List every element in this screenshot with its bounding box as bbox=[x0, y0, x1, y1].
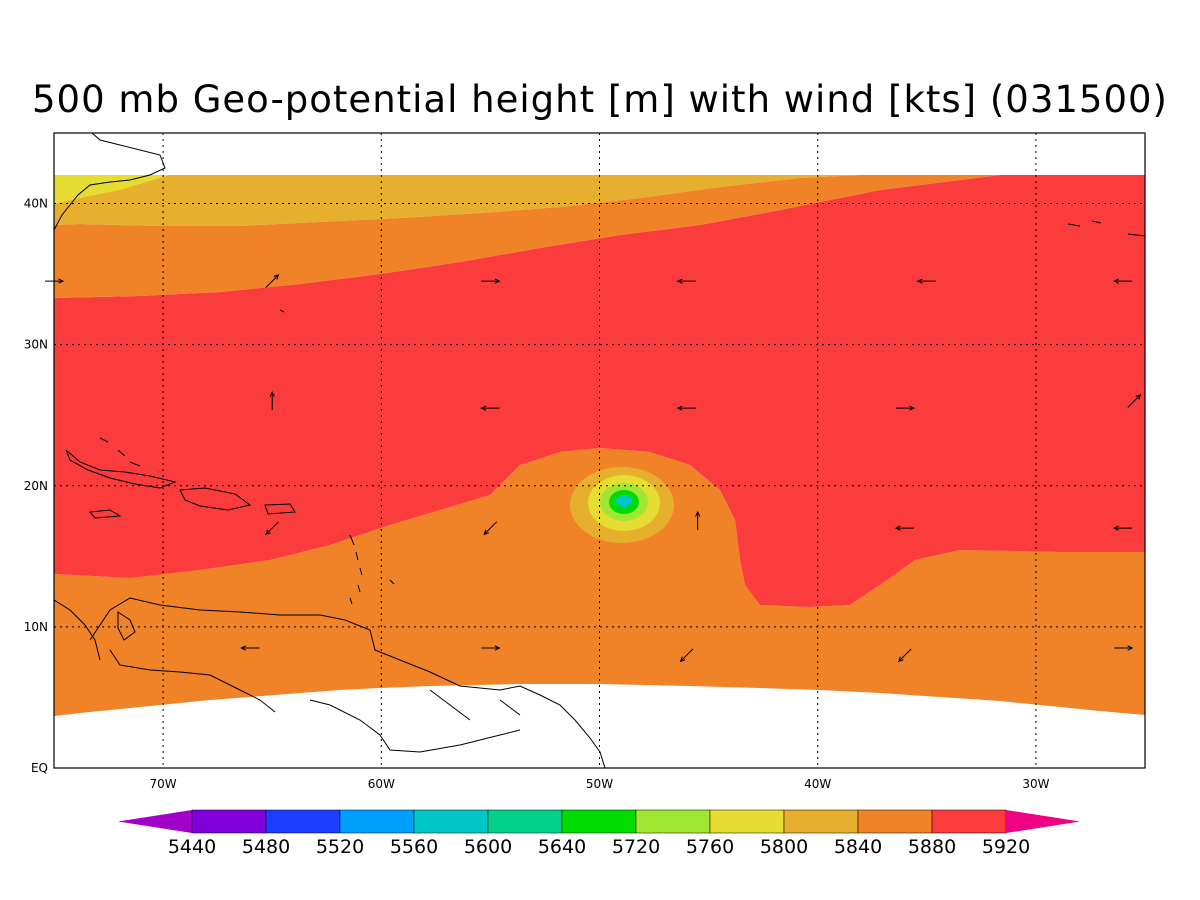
wind-arrow-icon bbox=[676, 278, 696, 284]
contour-5800-patch bbox=[54, 175, 170, 204]
colorbar-swatch bbox=[265, 809, 341, 834]
colorbar-swatch bbox=[709, 809, 785, 834]
colorbar-low-triangle bbox=[118, 810, 192, 833]
x-tick-label: 70W bbox=[150, 777, 177, 791]
y-tick-labels: 40N 30N 20N 10N EQ bbox=[24, 197, 48, 775]
colorbar-label: 5880 bbox=[908, 836, 956, 858]
map-title: 500 mb Geo-potential height [m] with win… bbox=[32, 78, 1168, 121]
wind-arrow-icon bbox=[481, 645, 501, 651]
colorbar-label: 5520 bbox=[316, 836, 364, 858]
x-tick-label: 40W bbox=[804, 777, 831, 791]
wind-arrow-icon bbox=[916, 278, 936, 284]
wind-arrow-icon bbox=[1127, 393, 1142, 408]
coast-bahamas bbox=[99, 437, 141, 467]
x-tick-label: 60W bbox=[368, 777, 395, 791]
wind-arrow-icon bbox=[265, 521, 279, 536]
coast-lesser-antilles bbox=[349, 534, 395, 605]
plot-frame bbox=[53, 132, 1146, 769]
coast-south-america bbox=[89, 597, 606, 768]
wind-arrow-icon bbox=[480, 405, 500, 411]
wind-arrow-icon bbox=[483, 521, 498, 536]
coastlines bbox=[54, 133, 1145, 768]
wind-arrow-icon bbox=[481, 278, 501, 284]
wind-arrow-icon bbox=[1113, 278, 1133, 284]
wind-vectors bbox=[45, 274, 1142, 663]
coast-puerto-rico bbox=[264, 503, 296, 515]
colorbar-swatch bbox=[931, 809, 1007, 834]
wind-arrow-icon bbox=[894, 525, 914, 531]
colorbar-swatch bbox=[191, 809, 267, 834]
contour-5640-core bbox=[616, 495, 632, 507]
contour-5880-band bbox=[54, 448, 1145, 716]
colorbar-swatch bbox=[339, 809, 415, 834]
colorbar-label: 5480 bbox=[242, 836, 290, 858]
wind-arrow-icon bbox=[45, 278, 65, 284]
colorbar-label: 5760 bbox=[686, 836, 734, 858]
wind-arrow-icon bbox=[269, 390, 275, 411]
colorbar-swatch bbox=[487, 809, 563, 834]
y-tick-label: 40N bbox=[24, 197, 48, 211]
coast-north-america bbox=[54, 133, 166, 231]
colorbar-label: 5560 bbox=[390, 836, 438, 858]
colorbar-high-triangle bbox=[1006, 810, 1080, 833]
coast-cuba bbox=[65, 449, 177, 489]
wind-arrow-icon bbox=[897, 648, 912, 663]
colorbar-label: 5640 bbox=[538, 836, 586, 858]
wind-arrow-icon bbox=[695, 510, 701, 531]
colorbar-swatch bbox=[635, 809, 711, 834]
graticule bbox=[54, 133, 1145, 768]
x-tick-label: 50W bbox=[586, 777, 613, 791]
contour-5840-band bbox=[54, 175, 860, 226]
y-tick-label: EQ bbox=[31, 761, 48, 775]
wind-arrow-icon bbox=[240, 645, 260, 651]
coast-atlantic-islands bbox=[279, 220, 1145, 313]
coast-jamaica bbox=[89, 509, 122, 519]
y-tick-label: 20N bbox=[24, 479, 48, 493]
colorbar-swatch bbox=[857, 809, 933, 834]
colorbar: 5440 5480 5520 5560 5600 5640 5720 5760 5800 5840… bbox=[118, 809, 1080, 858]
colorbar-label: 5720 bbox=[612, 836, 660, 858]
colorbar-label: 5600 bbox=[464, 836, 512, 858]
colorbar-label: 5840 bbox=[834, 836, 882, 858]
colorbar-swatch bbox=[561, 809, 637, 834]
x-tick-labels: 70W 60W 50W 40W 30W bbox=[150, 777, 1050, 791]
wind-arrow-icon bbox=[679, 648, 694, 663]
x-tick-label: 30W bbox=[1022, 777, 1049, 791]
coast-central-america bbox=[54, 599, 101, 661]
wind-arrow-icon bbox=[676, 405, 696, 411]
wind-arrow-icon bbox=[1114, 645, 1134, 651]
wind-arrow-icon bbox=[1113, 525, 1133, 531]
colorbar-label: 5440 bbox=[168, 836, 216, 858]
coast-lake-maracaibo bbox=[117, 611, 136, 641]
y-tick-label: 30N bbox=[24, 338, 48, 352]
y-tick-label: 10N bbox=[24, 620, 48, 634]
colorbar-swatch bbox=[783, 809, 859, 834]
colorbar-swatch bbox=[413, 809, 489, 834]
coast-hispaniola bbox=[179, 487, 252, 511]
colorbar-label: 5920 bbox=[982, 836, 1030, 858]
colorbar-label: 5800 bbox=[760, 836, 808, 858]
wind-arrow-icon bbox=[265, 274, 280, 288]
wind-arrow-icon bbox=[895, 405, 916, 411]
coast-venezuela-inner bbox=[109, 649, 521, 753]
